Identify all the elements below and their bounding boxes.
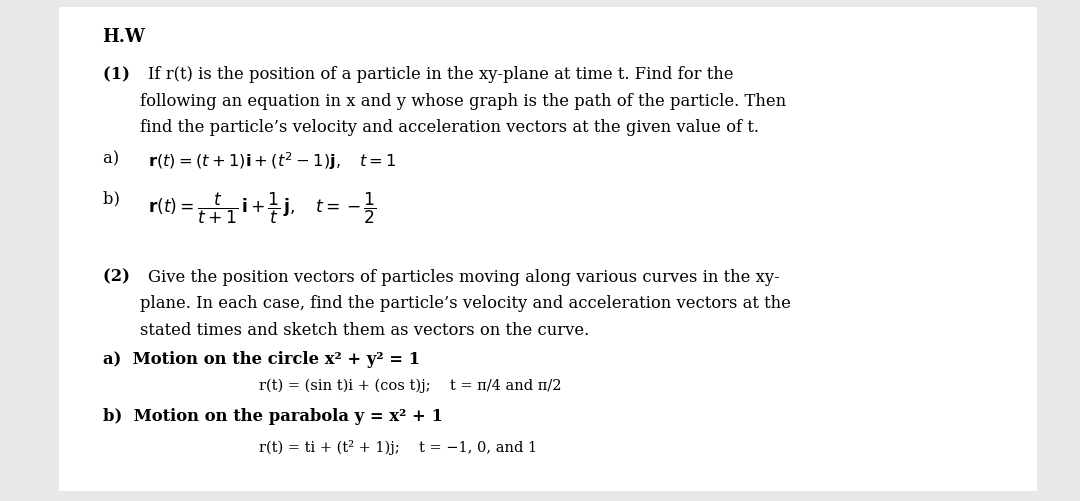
Text: $\mathbf{r}(\mathit{t}) = (t + 1)\mathbf{i} + (t^2 - 1)\mathbf{j},\quad t = 1$: $\mathbf{r}(\mathit{t}) = (t + 1)\mathbf…	[148, 150, 396, 172]
Text: r(t) = (sin t)i + (cos t)j;  t = π/4 and π/2: r(t) = (sin t)i + (cos t)j; t = π/4 and …	[259, 378, 562, 393]
FancyBboxPatch shape	[59, 8, 1037, 491]
Text: a): a)	[103, 150, 130, 167]
Text: H.W: H.W	[103, 28, 146, 46]
Text: (2): (2)	[103, 268, 135, 285]
Text: stated times and sketch them as vectors on the curve.: stated times and sketch them as vectors …	[140, 321, 590, 338]
Text: r(t) = ti + (t² + 1)j;  t = −1, 0, and 1: r(t) = ti + (t² + 1)j; t = −1, 0, and 1	[259, 439, 538, 454]
Text: b): b)	[103, 190, 130, 207]
Text: $\mathbf{r}(t) = \dfrac{t}{t+1}\,\mathbf{i} + \dfrac{1}{t}\,\mathbf{j},\quad t =: $\mathbf{r}(t) = \dfrac{t}{t+1}\,\mathbf…	[148, 190, 377, 225]
Text: find the particle’s velocity and acceleration vectors at the given value of t.: find the particle’s velocity and acceler…	[140, 119, 759, 136]
Text: Give the position vectors of particles moving along various curves in the xy-: Give the position vectors of particles m…	[148, 268, 780, 285]
Text: (1): (1)	[103, 66, 135, 83]
Text: following an equation in x and y whose graph is the path of the particle. Then: following an equation in x and y whose g…	[140, 93, 786, 110]
Text: plane. In each case, find the particle’s velocity and acceleration vectors at th: plane. In each case, find the particle’s…	[140, 295, 792, 312]
Text: b)  Motion on the parabola y = x² + 1: b) Motion on the parabola y = x² + 1	[103, 407, 443, 424]
Text: a)  Motion on the circle x² + y² = 1: a) Motion on the circle x² + y² = 1	[103, 351, 420, 368]
Text: If r(t) is the position of a particle in the xy-plane at time t. Find for the: If r(t) is the position of a particle in…	[148, 66, 733, 83]
